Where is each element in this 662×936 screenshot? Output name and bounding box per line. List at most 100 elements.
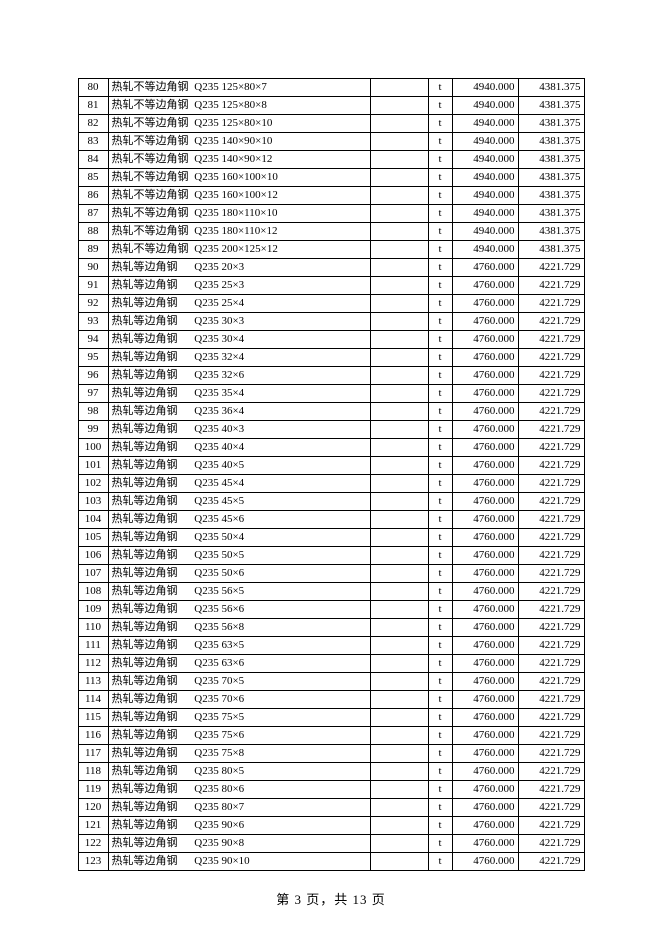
row-grade: Q235 [194, 385, 218, 402]
row-value-1: 4760.000 [452, 853, 518, 871]
row-value-2: 4381.375 [518, 223, 584, 241]
row-blank [370, 547, 428, 565]
row-value-1: 4760.000 [452, 673, 518, 691]
row-value-1: 4940.000 [452, 223, 518, 241]
row-blank [370, 799, 428, 817]
row-index: 87 [78, 205, 108, 223]
row-description: 热轧等边角钢 Q235 25×4 [108, 295, 370, 313]
row-type: 热轧等边角钢 [112, 853, 192, 870]
row-blank [370, 187, 428, 205]
row-value-1: 4760.000 [452, 583, 518, 601]
footer-prefix: 第 [276, 892, 294, 907]
footer-suffix: 页 [368, 892, 386, 907]
row-description: 热轧等边角钢 Q235 30×4 [108, 331, 370, 349]
table-body: 80热轧不等边角钢 Q235 125×80×7t4940.0004381.375… [78, 79, 584, 871]
page-footer: 第 3 页，共 13 页 [0, 889, 662, 908]
row-grade: Q235 [194, 295, 218, 312]
row-blank [370, 673, 428, 691]
row-value-2: 4221.729 [518, 313, 584, 331]
row-blank [370, 79, 428, 97]
row-type: 热轧不等边角钢 [112, 205, 192, 222]
row-value-1: 4760.000 [452, 457, 518, 475]
row-description: 热轧等边角钢 Q235 70×6 [108, 691, 370, 709]
row-spec: 70×5 [221, 673, 244, 690]
row-value-2: 4221.729 [518, 727, 584, 745]
table-row: 92热轧等边角钢 Q235 25×4t4760.0004221.729 [78, 295, 584, 313]
row-value-1: 4760.000 [452, 835, 518, 853]
row-value-1: 4940.000 [452, 187, 518, 205]
row-type: 热轧等边角钢 [112, 565, 192, 582]
row-value-2: 4221.729 [518, 439, 584, 457]
row-spec: 30×4 [221, 331, 244, 348]
row-blank [370, 295, 428, 313]
row-description: 热轧等边角钢 Q235 50×6 [108, 565, 370, 583]
row-spec: 25×3 [221, 277, 244, 294]
row-value-2: 4221.729 [518, 799, 584, 817]
row-value-1: 4760.000 [452, 637, 518, 655]
table-row: 101热轧等边角钢 Q235 40×5t4760.0004221.729 [78, 457, 584, 475]
row-description: 热轧等边角钢 Q235 56×6 [108, 601, 370, 619]
row-value-2: 4221.729 [518, 295, 584, 313]
row-spec: 90×6 [221, 817, 244, 834]
row-grade: Q235 [194, 619, 218, 636]
row-description: 热轧等边角钢 Q235 80×5 [108, 763, 370, 781]
table-row: 87热轧不等边角钢 Q235 180×110×10t4940.0004381.3… [78, 205, 584, 223]
row-description: 热轧等边角钢 Q235 25×3 [108, 277, 370, 295]
row-blank [370, 583, 428, 601]
row-unit: t [428, 187, 452, 205]
row-grade: Q235 [194, 565, 218, 582]
row-spec: 30×3 [221, 313, 244, 330]
table-row: 100热轧等边角钢 Q235 40×4t4760.0004221.729 [78, 439, 584, 457]
row-value-2: 4221.729 [518, 601, 584, 619]
row-value-2: 4381.375 [518, 151, 584, 169]
row-spec: 63×6 [221, 655, 244, 672]
row-value-1: 4940.000 [452, 205, 518, 223]
row-description: 热轧等边角钢 Q235 90×10 [108, 853, 370, 871]
row-type: 热轧不等边角钢 [112, 241, 192, 258]
row-grade: Q235 [194, 421, 218, 438]
row-value-1: 4760.000 [452, 745, 518, 763]
row-value-1: 4760.000 [452, 385, 518, 403]
table-row: 107热轧等边角钢 Q235 50×6t4760.0004221.729 [78, 565, 584, 583]
row-unit: t [428, 475, 452, 493]
row-value-1: 4760.000 [452, 565, 518, 583]
row-description: 热轧等边角钢 Q235 63×6 [108, 655, 370, 673]
row-type: 热轧不等边角钢 [112, 223, 192, 240]
row-value-2: 4381.375 [518, 187, 584, 205]
row-value-1: 4940.000 [452, 97, 518, 115]
row-value-1: 4760.000 [452, 313, 518, 331]
row-value-2: 4221.729 [518, 493, 584, 511]
table-row: 98热轧等边角钢 Q235 36×4t4760.0004221.729 [78, 403, 584, 421]
row-index: 80 [78, 79, 108, 97]
table-row: 93热轧等边角钢 Q235 30×3t4760.0004221.729 [78, 313, 584, 331]
table-row: 96热轧等边角钢 Q235 32×6t4760.0004221.729 [78, 367, 584, 385]
row-spec: 125×80×10 [221, 115, 272, 132]
row-description: 热轧等边角钢 Q235 40×4 [108, 439, 370, 457]
row-type: 热轧不等边角钢 [112, 115, 192, 132]
row-spec: 80×5 [221, 763, 244, 780]
row-blank [370, 637, 428, 655]
row-value-2: 4381.375 [518, 115, 584, 133]
row-index: 86 [78, 187, 108, 205]
row-grade: Q235 [194, 439, 218, 456]
row-description: 热轧不等边角钢 Q235 140×90×12 [108, 151, 370, 169]
row-blank [370, 313, 428, 331]
row-index: 89 [78, 241, 108, 259]
row-blank [370, 349, 428, 367]
row-type: 热轧不等边角钢 [112, 151, 192, 168]
row-spec: 45×6 [221, 511, 244, 528]
row-index: 90 [78, 259, 108, 277]
footer-current-page: 3 [294, 892, 302, 907]
row-value-1: 4760.000 [452, 367, 518, 385]
row-index: 91 [78, 277, 108, 295]
row-spec: 50×5 [221, 547, 244, 564]
row-grade: Q235 [194, 151, 218, 168]
row-type: 热轧等边角钢 [112, 421, 192, 438]
row-value-2: 4221.729 [518, 277, 584, 295]
row-spec: 45×4 [221, 475, 244, 492]
row-type: 热轧等边角钢 [112, 763, 192, 780]
row-index: 115 [78, 709, 108, 727]
row-index: 118 [78, 763, 108, 781]
row-unit: t [428, 457, 452, 475]
row-index: 95 [78, 349, 108, 367]
